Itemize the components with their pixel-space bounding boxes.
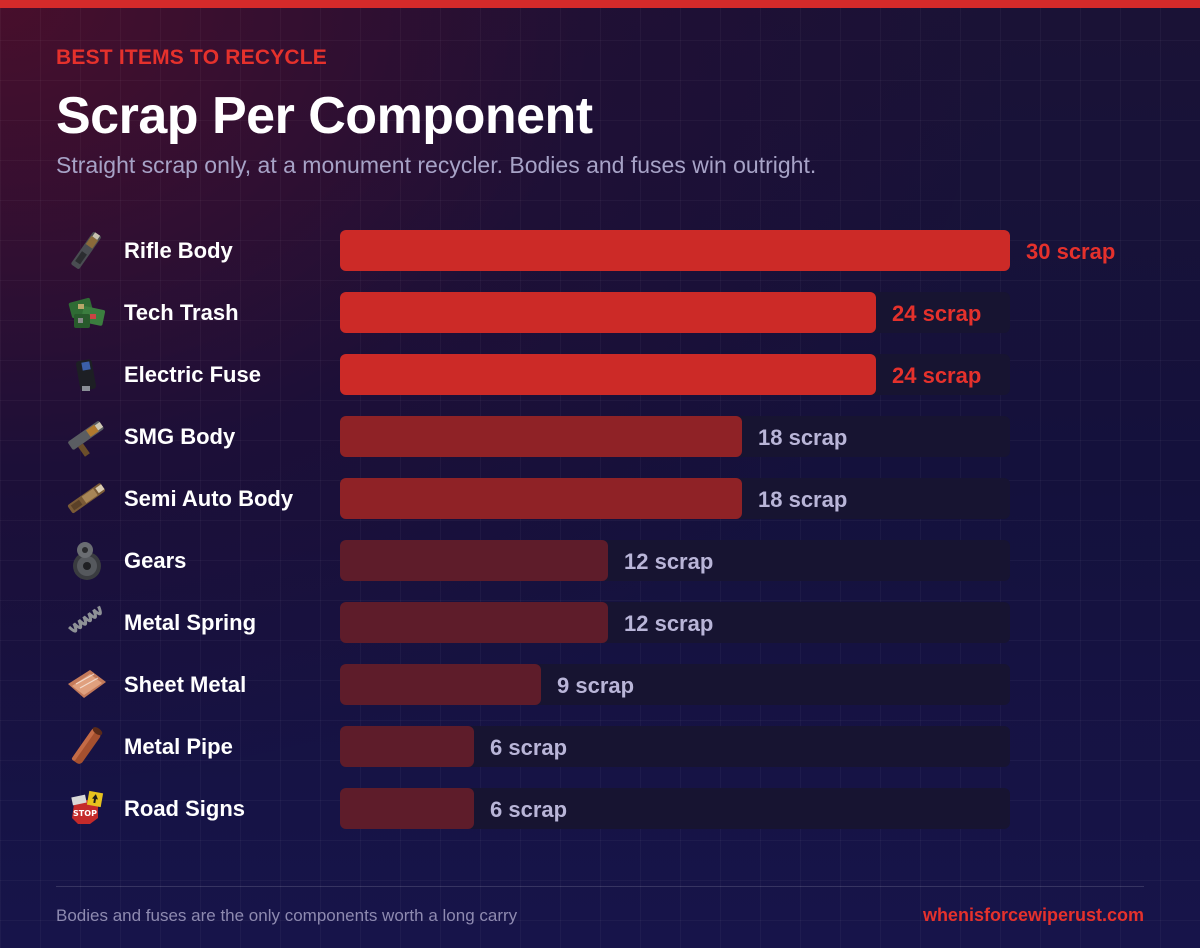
- value-label: 30 scrap: [1026, 239, 1116, 264]
- bar-row: Semi Auto Body 18 scrap: [0, 478, 1200, 520]
- bar-row: Rifle Body 30 scrap: [0, 230, 1200, 272]
- category-label: Semi Auto Body: [124, 486, 294, 511]
- bar: [340, 540, 608, 581]
- bar: [340, 416, 742, 457]
- top-accent-bar: [0, 0, 1200, 8]
- category-label: Rifle Body: [124, 238, 233, 263]
- bar-row: Tech Trash 24 scrap: [0, 292, 1200, 334]
- category-label: Road Signs: [124, 796, 246, 821]
- smg-body-icon: [64, 414, 110, 460]
- bar-row: Sheet Metal 9 scrap: [0, 664, 1200, 706]
- bar: [340, 726, 474, 767]
- value-label: 12 scrap: [624, 549, 714, 574]
- category-label: Metal Pipe: [124, 734, 233, 759]
- value-label: 18 scrap: [758, 425, 848, 450]
- bar: [340, 788, 474, 829]
- page-title: Scrap Per Component: [56, 87, 593, 145]
- road-signs-icon: STOP: [64, 786, 110, 832]
- category-label: Electric Fuse: [124, 362, 261, 387]
- tech-trash-icon: [64, 290, 110, 336]
- metal-spring-icon: [64, 600, 110, 646]
- gears-icon: [64, 538, 110, 584]
- category-label: Metal Spring: [124, 610, 257, 635]
- bar-row: Electric Fuse 24 scrap: [0, 354, 1200, 396]
- value-label: 12 scrap: [624, 611, 714, 636]
- bar: [340, 602, 608, 643]
- bar: [340, 354, 876, 395]
- eyebrow-label: BEST ITEMS TO RECYCLE: [56, 46, 328, 69]
- footer-divider: [56, 886, 1144, 887]
- site-link[interactable]: whenisforcewiperust.com: [922, 905, 1144, 925]
- electric-fuse-icon: [64, 352, 110, 398]
- semi-auto-body-icon: [64, 476, 110, 522]
- bar: [340, 230, 1010, 271]
- category-label: Sheet Metal: [124, 672, 247, 697]
- bar: [340, 292, 876, 333]
- bar-row: Metal Spring 12 scrap: [0, 602, 1200, 644]
- value-label: 24 scrap: [892, 301, 982, 326]
- bar: [340, 664, 541, 705]
- category-label: Gears: [124, 548, 187, 573]
- value-label: 18 scrap: [758, 487, 848, 512]
- value-label: 9 scrap: [557, 673, 635, 698]
- bar-row: Metal Pipe 6 scrap: [0, 726, 1200, 768]
- category-label: Tech Trash: [124, 300, 239, 325]
- value-label: 6 scrap: [490, 797, 568, 822]
- footer-note: Bodies and fuses are the only components…: [56, 906, 518, 925]
- bar-row: STOP Road Signs 6 scrap: [0, 788, 1200, 830]
- value-label: 24 scrap: [892, 363, 982, 388]
- bar: [340, 478, 742, 519]
- metal-pipe-icon: [64, 724, 110, 770]
- value-label: 6 scrap: [490, 735, 568, 760]
- bar-row: SMG Body 18 scrap: [0, 416, 1200, 458]
- rifle-body-icon: [64, 228, 110, 274]
- page-subtitle: Straight scrap only, at a monument recyc…: [56, 152, 817, 178]
- bar-row: Gears 12 scrap: [0, 540, 1200, 582]
- sheet-metal-icon: [64, 662, 110, 708]
- category-label: SMG Body: [124, 424, 236, 449]
- svg-text:STOP: STOP: [73, 809, 97, 818]
